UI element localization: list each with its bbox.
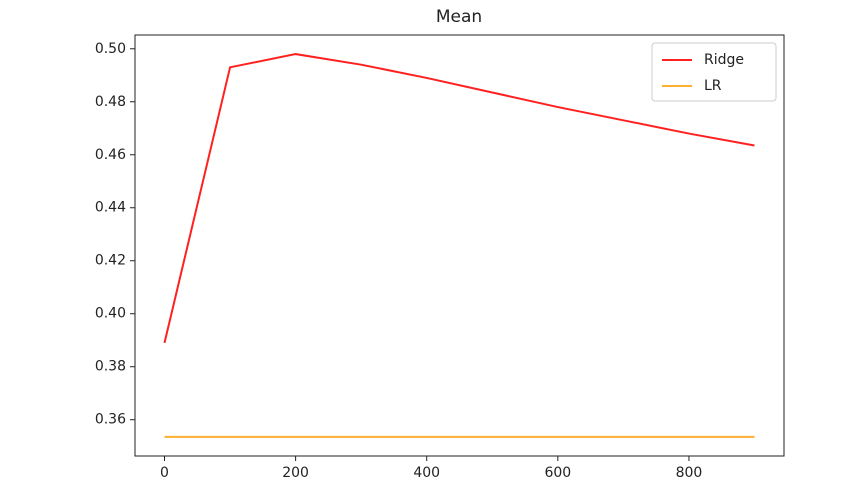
y-tick-label: 0.40 [95,306,126,322]
x-tick-label: 400 [413,465,440,481]
line-series [163,53,755,344]
x-tick-label: 800 [676,465,703,481]
x-tick-label: 200 [282,465,309,481]
x-tick-label: 600 [544,465,571,481]
y-tick-label: 0.44 [95,200,126,216]
chart-title: Mean [436,7,482,27]
y-tick-label: 0.50 [95,41,126,57]
y-tick-label: 0.48 [95,94,126,110]
legend-label: Ridge [704,52,744,68]
y-tick-label: 0.46 [95,147,126,163]
y-tick-label: 0.38 [95,359,126,375]
x-tick-label: 0 [160,465,169,481]
plot-frame [134,34,785,457]
legend-label: LR [704,78,722,94]
y-tick-label: 0.42 [95,253,126,269]
y-tick-label: 0.36 [95,412,126,428]
